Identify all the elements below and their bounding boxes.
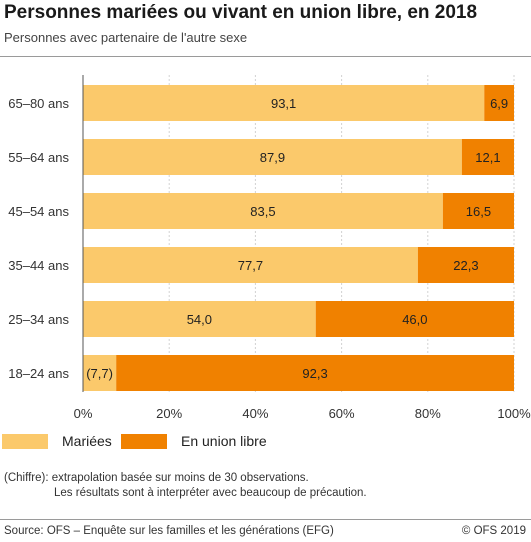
data-label: 22,3: [453, 258, 478, 273]
data-label: 83,5: [250, 204, 275, 219]
footnote: (Chiffre): extrapolation basée sur moins…: [4, 471, 367, 501]
category-label: 35–44 ans: [8, 258, 69, 273]
bar-union-libre: [116, 355, 514, 391]
footnote-line-2: Les résultats sont à interpréter avec be…: [54, 487, 367, 499]
bar-mariees: [83, 247, 418, 283]
footer-divider: [0, 519, 531, 520]
data-label: (7,7): [86, 366, 113, 381]
legend-item-mariees: Mariées: [2, 433, 112, 449]
data-label: 12,1: [475, 150, 500, 165]
stacked-bar-chart: 0% 20% 40% 60% 80% 100% 65–80 ans 93,1 6,9 55–64 …: [8, 75, 531, 421]
legend-item-union-libre: En union libre: [121, 433, 267, 449]
chart-subtitle: Personnes avec partenaire de l'autre sex…: [4, 30, 248, 45]
copyright-text: © OFS 2019: [461, 525, 526, 537]
category-label: 18–24 ans: [8, 366, 69, 381]
category-label: 65–80 ans: [8, 96, 69, 111]
bar-mariees: [83, 193, 443, 229]
bar-mariees: [83, 139, 462, 175]
category-label: 55–64 ans: [8, 150, 69, 165]
legend-label-mariees: Mariées: [62, 433, 112, 449]
data-label: 93,1: [271, 96, 296, 111]
x-tick-label: 60%: [329, 406, 355, 421]
category-label: 45–54 ans: [8, 204, 69, 219]
data-label: 77,7: [238, 258, 263, 273]
bar-mariees: [83, 355, 117, 391]
x-tick-label: 20%: [156, 406, 182, 421]
legend-label-union-libre: En union libre: [181, 433, 267, 449]
legend-swatch-mariees: [2, 433, 48, 449]
bar-union-libre: [417, 247, 514, 283]
x-tick-label: 80%: [415, 406, 441, 421]
x-tick-label: 40%: [242, 406, 268, 421]
bar-union-libre: [442, 193, 514, 229]
bar-union-libre: [461, 139, 514, 175]
data-label: 87,9: [260, 150, 285, 165]
bar-mariees: [83, 85, 485, 121]
source-text: Source: OFS – Enquête sur les familles e…: [4, 525, 334, 537]
x-tick-label: 100%: [497, 406, 531, 421]
footnote-line-1: (Chiffre): extrapolation basée sur moins…: [4, 472, 309, 484]
header-divider: [0, 56, 531, 57]
data-label: 46,0: [402, 312, 427, 327]
data-label: 92,3: [302, 366, 327, 381]
bar-mariees: [83, 301, 316, 337]
chart-title: Personnes mariées ou vivant en union lib…: [4, 2, 478, 23]
x-tick-label: 0%: [74, 406, 93, 421]
data-label: 16,5: [466, 204, 491, 219]
legend-swatch-union-libre: [121, 433, 167, 449]
bar-union-libre: [315, 301, 514, 337]
data-label: 54,0: [187, 312, 212, 327]
bar-union-libre: [484, 85, 514, 121]
data-label: 6,9: [490, 96, 508, 111]
category-label: 25–34 ans: [8, 312, 69, 327]
